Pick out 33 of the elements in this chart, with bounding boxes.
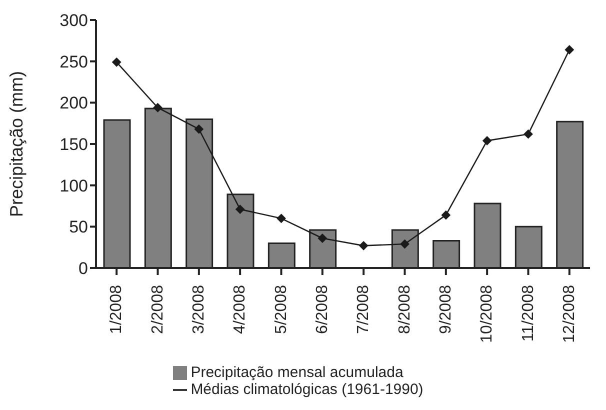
y-tick-label: 150 — [60, 135, 88, 154]
point — [359, 241, 368, 250]
point — [194, 124, 204, 134]
y-axis-title: Precipitação (mm) — [6, 70, 26, 218]
legend-label: Precipitação mensal acumulada — [190, 364, 404, 381]
point — [564, 45, 574, 54]
x-tick-label: 11/2008 — [520, 284, 537, 342]
x-tick-label: 1/2008 — [108, 284, 126, 334]
y-tick-label: 250 — [60, 52, 88, 72]
x-tick-label: 4/2008 — [232, 284, 249, 334]
legend-label: Médias climatológicas (1961-1990) — [190, 381, 424, 398]
point — [524, 130, 533, 139]
point — [112, 58, 122, 67]
point — [153, 103, 162, 112]
point — [318, 234, 327, 243]
x-tick-label: 12/2008 — [560, 284, 578, 343]
point — [441, 210, 450, 220]
x-tick-label: 2/2008 — [149, 284, 166, 334]
y-tick-label: 300 — [60, 11, 88, 30]
y-tick-label: 50 — [69, 218, 88, 237]
x-tick-label: 6/2008 — [314, 284, 331, 334]
point — [482, 136, 492, 146]
y-tick-label: 0 — [78, 259, 88, 278]
point — [276, 214, 286, 223]
x-tick-label: 8/2008 — [396, 284, 414, 334]
x-tick-label: 10/2008 — [478, 284, 496, 343]
y-tick-label: 100 — [60, 176, 88, 196]
y-tick-label: 200 — [60, 94, 88, 113]
x-tick-label: 5/2008 — [272, 284, 290, 334]
x-tick-label: 3/2008 — [190, 284, 208, 334]
point — [236, 204, 245, 214]
x-tick-label: 9/2008 — [437, 284, 454, 334]
x-tick-label: 7/2008 — [355, 284, 372, 334]
